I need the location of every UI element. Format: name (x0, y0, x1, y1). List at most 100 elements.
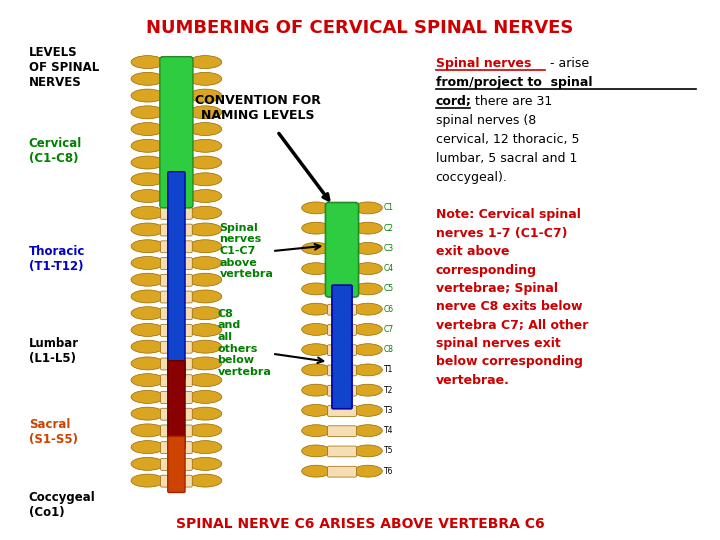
Ellipse shape (302, 364, 330, 376)
Ellipse shape (189, 390, 222, 403)
Text: C8
and
all
others
below
vertebra: C8 and all others below vertebra (217, 309, 271, 377)
Ellipse shape (131, 123, 164, 136)
Text: nerves 1-7 (C1-C7): nerves 1-7 (C1-C7) (436, 227, 567, 240)
FancyBboxPatch shape (161, 258, 192, 269)
FancyBboxPatch shape (161, 140, 192, 152)
Ellipse shape (131, 407, 164, 420)
Ellipse shape (131, 307, 164, 320)
Text: SPINAL NERVE C6 ARISES ABOVE VERTEBRA C6: SPINAL NERVE C6 ARISES ABOVE VERTEBRA C6 (176, 517, 544, 531)
Ellipse shape (354, 404, 382, 416)
Text: Coccygeal
(Co1): Coccygeal (Co1) (29, 491, 96, 519)
Text: C2: C2 (384, 224, 394, 233)
Text: C1: C1 (384, 204, 394, 212)
Text: lumbar, 5 sacral and 1: lumbar, 5 sacral and 1 (436, 152, 577, 165)
FancyBboxPatch shape (161, 90, 192, 102)
Ellipse shape (189, 273, 222, 286)
Ellipse shape (189, 441, 222, 454)
FancyBboxPatch shape (161, 191, 192, 202)
Ellipse shape (131, 223, 164, 236)
FancyBboxPatch shape (161, 124, 192, 136)
FancyBboxPatch shape (168, 361, 185, 449)
Text: T1: T1 (384, 366, 393, 374)
FancyBboxPatch shape (161, 341, 192, 353)
Ellipse shape (189, 123, 222, 136)
Text: T3: T3 (384, 406, 393, 415)
Text: C6: C6 (384, 305, 394, 314)
Ellipse shape (354, 303, 382, 315)
Ellipse shape (189, 72, 222, 85)
Ellipse shape (131, 424, 164, 437)
Text: exit above: exit above (436, 245, 509, 258)
FancyBboxPatch shape (328, 304, 356, 315)
Ellipse shape (189, 374, 222, 387)
FancyBboxPatch shape (168, 436, 185, 492)
Ellipse shape (131, 273, 164, 286)
FancyBboxPatch shape (160, 57, 193, 208)
Text: T5: T5 (384, 447, 393, 455)
Ellipse shape (189, 424, 222, 437)
Text: NUMBERING OF CERVICAL SPINAL NERVES: NUMBERING OF CERVICAL SPINAL NERVES (146, 19, 574, 37)
Text: below corresponding: below corresponding (436, 355, 582, 368)
Ellipse shape (302, 445, 330, 457)
Text: Lumbar
(L1-L5): Lumbar (L1-L5) (29, 337, 79, 365)
Text: CONVENTION FOR
NAMING LEVELS: CONVENTION FOR NAMING LEVELS (195, 94, 320, 122)
Ellipse shape (354, 242, 382, 254)
Ellipse shape (131, 56, 164, 69)
FancyBboxPatch shape (161, 408, 192, 420)
Ellipse shape (189, 89, 222, 102)
FancyBboxPatch shape (161, 291, 192, 303)
Ellipse shape (354, 263, 382, 275)
Ellipse shape (354, 465, 382, 477)
Ellipse shape (302, 202, 330, 214)
FancyBboxPatch shape (161, 425, 192, 437)
Text: corresponding: corresponding (436, 264, 536, 276)
Text: T2: T2 (384, 386, 393, 395)
Ellipse shape (131, 457, 164, 470)
Ellipse shape (131, 206, 164, 219)
Ellipse shape (302, 222, 330, 234)
Text: from/project to  spinal: from/project to spinal (436, 76, 592, 89)
Text: cervical, 12 thoracic, 5: cervical, 12 thoracic, 5 (436, 133, 579, 146)
FancyBboxPatch shape (328, 446, 356, 457)
Ellipse shape (189, 56, 222, 69)
FancyBboxPatch shape (328, 386, 356, 396)
FancyBboxPatch shape (328, 406, 356, 416)
FancyBboxPatch shape (328, 284, 356, 295)
FancyBboxPatch shape (161, 475, 192, 487)
Ellipse shape (302, 283, 330, 295)
Ellipse shape (189, 340, 222, 353)
Text: - arise: - arise (546, 57, 589, 70)
Ellipse shape (131, 323, 164, 336)
Text: C7: C7 (384, 325, 394, 334)
FancyBboxPatch shape (328, 264, 356, 275)
FancyBboxPatch shape (328, 325, 356, 335)
FancyBboxPatch shape (328, 426, 356, 436)
Ellipse shape (302, 323, 330, 335)
Ellipse shape (189, 474, 222, 487)
Ellipse shape (131, 374, 164, 387)
Ellipse shape (131, 357, 164, 370)
FancyBboxPatch shape (161, 358, 192, 370)
Text: C3: C3 (384, 244, 394, 253)
Text: coccygeal).: coccygeal). (436, 171, 508, 184)
FancyBboxPatch shape (328, 466, 356, 477)
Ellipse shape (189, 223, 222, 236)
Ellipse shape (131, 441, 164, 454)
Ellipse shape (189, 256, 222, 269)
Ellipse shape (302, 344, 330, 355)
Text: C8: C8 (384, 345, 394, 354)
Text: Cervical
(C1-C8): Cervical (C1-C8) (29, 137, 82, 165)
Ellipse shape (302, 303, 330, 315)
Ellipse shape (131, 256, 164, 269)
FancyBboxPatch shape (161, 157, 192, 169)
FancyBboxPatch shape (332, 285, 352, 409)
Ellipse shape (189, 240, 222, 253)
FancyBboxPatch shape (161, 241, 192, 253)
FancyBboxPatch shape (168, 172, 185, 379)
Text: vertebra C7; All other: vertebra C7; All other (436, 319, 588, 332)
Ellipse shape (189, 407, 222, 420)
Text: spinal nerves exit: spinal nerves exit (436, 337, 560, 350)
Ellipse shape (131, 474, 164, 487)
FancyBboxPatch shape (161, 57, 192, 69)
Ellipse shape (189, 173, 222, 186)
